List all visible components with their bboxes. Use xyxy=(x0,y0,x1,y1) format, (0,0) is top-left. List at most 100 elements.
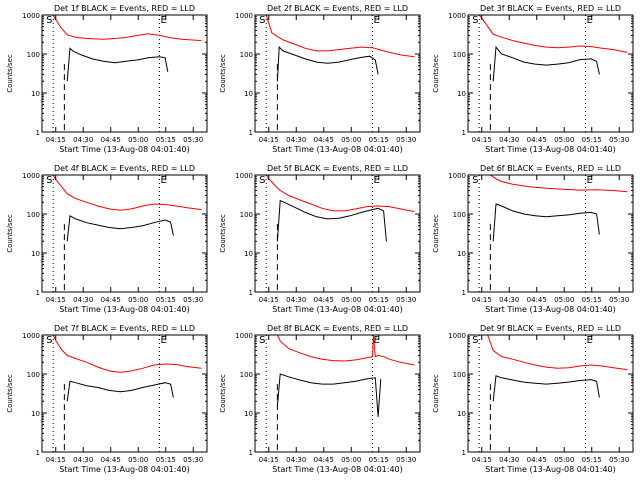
y-tick-label: 10 xyxy=(457,410,466,418)
y-tick-label: 100 xyxy=(27,371,40,379)
lld-series-line xyxy=(265,175,415,213)
y-tick-label: 1 xyxy=(249,449,253,457)
x-tick-label: 05:30 xyxy=(396,456,416,464)
x-tick-label: 05:30 xyxy=(609,136,629,144)
marker-E-label: E xyxy=(586,15,592,26)
marker-E-label: E xyxy=(373,175,379,186)
x-tick-label: 05:00 xyxy=(128,296,148,304)
y-tick-label: 1000 xyxy=(448,12,466,20)
events-series-line xyxy=(66,380,174,402)
y-tick-label: 1000 xyxy=(235,172,253,180)
events-series-line xyxy=(276,373,382,417)
y-tick-label: 10 xyxy=(244,90,253,98)
x-tick-label: 04:15 xyxy=(472,296,492,304)
y-tick-label: 10 xyxy=(31,90,40,98)
y-tick-label: 100 xyxy=(240,51,253,59)
x-axis-label: Start Time (13-Aug-08 04:01:40) xyxy=(485,145,616,154)
x-tick-label: 05:30 xyxy=(183,296,203,304)
y-tick-label: 10 xyxy=(31,250,40,258)
y-tick-label: 1000 xyxy=(235,12,253,20)
x-tick-label: 04:45 xyxy=(314,296,334,304)
y-tick-label: 10 xyxy=(31,410,40,418)
lld-series-line xyxy=(52,175,202,211)
marker-E-label: E xyxy=(160,335,166,346)
y-tick-label: 100 xyxy=(27,51,40,59)
y-tick-label: 1000 xyxy=(22,332,40,340)
x-tick-label: 04:15 xyxy=(46,456,66,464)
marker-S-label: S xyxy=(46,15,52,26)
y-tick-label: 100 xyxy=(27,211,40,219)
x-tick-label: 04:15 xyxy=(46,136,66,144)
x-tick-label: 05:00 xyxy=(341,296,361,304)
plot-frame xyxy=(41,334,208,453)
x-tick-label: 04:15 xyxy=(259,136,279,144)
plot-frame xyxy=(41,14,208,133)
x-tick-label: 04:15 xyxy=(259,296,279,304)
y-axis-label: Counts/sec xyxy=(6,374,14,413)
x-tick-label: 05:30 xyxy=(609,456,629,464)
x-axis-label: Start Time (13-Aug-08 04:01:40) xyxy=(59,305,190,314)
y-axis-label: Counts/sec xyxy=(219,54,227,93)
x-tick-label: 04:45 xyxy=(101,296,121,304)
panel-title: Det 5f BLACK = Events, RED = LLD xyxy=(267,164,408,173)
marker-E-label: E xyxy=(586,175,592,186)
marker-S-label: S xyxy=(46,175,52,186)
y-axis-label: Counts/sec xyxy=(6,54,14,93)
y-tick-label: 100 xyxy=(453,371,466,379)
panel-title: Det 2f BLACK = Events, RED = LLD xyxy=(267,4,408,13)
events-series-line xyxy=(492,375,600,402)
x-tick-label: 05:30 xyxy=(396,136,416,144)
y-axis-label: Counts/sec xyxy=(432,374,440,413)
y-tick-label: 1 xyxy=(249,289,253,297)
plot-frame xyxy=(254,174,421,293)
marker-E-label: E xyxy=(160,175,166,186)
lld-series-line xyxy=(478,15,628,53)
plot-frame xyxy=(41,174,208,293)
x-tick-label: 05:00 xyxy=(554,456,574,464)
x-axis-label: Start Time (13-Aug-08 04:01:40) xyxy=(59,145,190,154)
y-tick-label: 10 xyxy=(244,250,253,258)
x-tick-label: 05:30 xyxy=(183,136,203,144)
y-axis-label: Counts/sec xyxy=(219,214,227,253)
lld-series-line xyxy=(52,15,202,42)
x-tick-label: 04:15 xyxy=(472,136,492,144)
events-series-line xyxy=(66,214,174,242)
y-tick-label: 1 xyxy=(462,449,466,457)
y-tick-label: 10 xyxy=(457,250,466,258)
marker-S-label: S xyxy=(46,335,52,346)
x-tick-label: 05:00 xyxy=(128,136,148,144)
lld-series-line xyxy=(487,335,628,371)
y-tick-label: 1000 xyxy=(22,12,40,20)
marker-S-label: S xyxy=(259,175,265,186)
lld-series-line xyxy=(52,335,202,373)
marker-S-label: S xyxy=(259,15,265,26)
plot-frame xyxy=(467,174,634,293)
y-tick-label: 1 xyxy=(462,129,466,137)
x-tick-label: 05:00 xyxy=(554,296,574,304)
panel-title: Det 1f BLACK = Events, RED = LLD xyxy=(54,4,195,13)
x-tick-label: 05:30 xyxy=(396,296,416,304)
panel-title: Det 4f BLACK = Events, RED = LLD xyxy=(54,164,195,173)
x-axis-label: Start Time (13-Aug-08 04:01:40) xyxy=(272,465,403,474)
y-tick-label: 100 xyxy=(240,211,253,219)
marker-S-label: S xyxy=(259,335,265,346)
x-axis-label: Start Time (13-Aug-08 04:01:40) xyxy=(59,465,190,474)
x-tick-label: 04:45 xyxy=(101,136,121,144)
x-tick-label: 04:45 xyxy=(314,136,334,144)
x-tick-label: 04:30 xyxy=(286,136,306,144)
y-tick-label: 100 xyxy=(453,51,466,59)
x-tick-label: 05:00 xyxy=(554,136,574,144)
lld-series-line xyxy=(265,15,415,58)
lld-series-line xyxy=(490,175,628,193)
lld-series-line xyxy=(276,335,415,366)
panel-title: Det 7f BLACK = Events, RED = LLD xyxy=(54,324,195,333)
y-axis-label: Counts/sec xyxy=(6,214,14,253)
y-tick-label: 1 xyxy=(36,449,40,457)
